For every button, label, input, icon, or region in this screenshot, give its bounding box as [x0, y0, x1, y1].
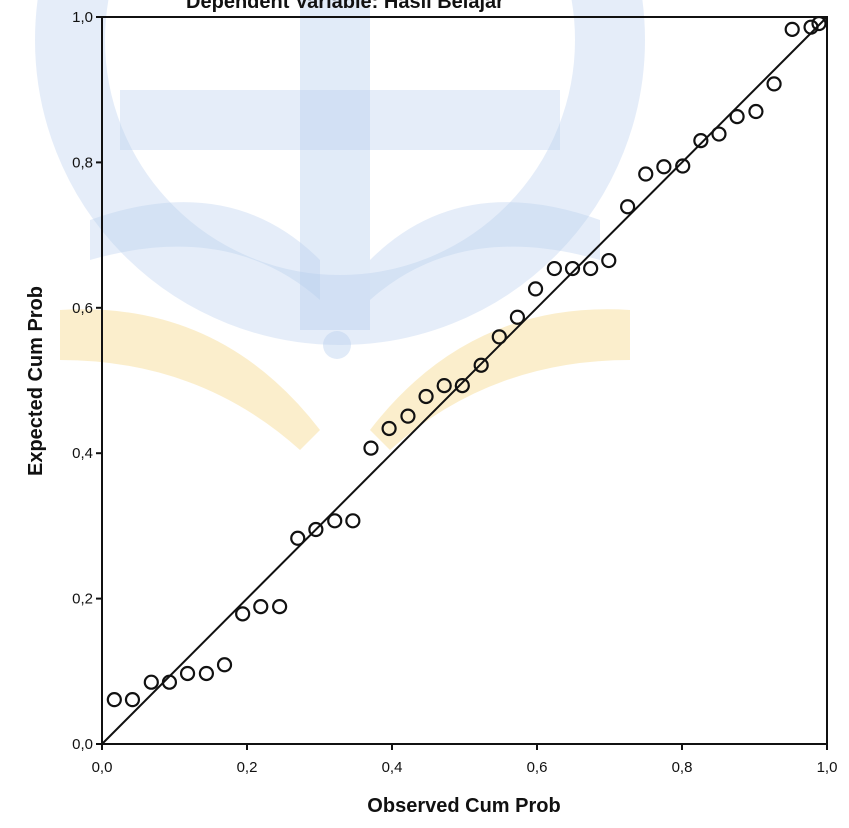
data-point [272, 598, 288, 615]
data-point [381, 420, 397, 437]
data-point [620, 199, 636, 215]
x-axis: 0,0 0,2 0,4 0,6 0,8 1,0 [92, 744, 838, 776]
data-point [216, 657, 233, 673]
data-point [784, 21, 800, 37]
plot-frame [101, 16, 828, 745]
data-point [811, 15, 827, 32]
x-tick-label: 0,2 [237, 759, 258, 776]
data-point [711, 126, 727, 142]
data-point [803, 19, 819, 35]
y-tick-label: 0,8 [72, 154, 93, 171]
data-point [363, 440, 379, 456]
data-point [436, 377, 452, 394]
x-tick-label: 0,8 [672, 759, 693, 776]
data-point [766, 76, 782, 92]
data-point [675, 158, 691, 174]
data-point [693, 132, 709, 149]
data-point [161, 674, 178, 690]
data-point [198, 665, 214, 682]
data-point [638, 166, 654, 182]
data-point [235, 606, 251, 622]
x-tick-label: 0,6 [527, 759, 548, 776]
data-point [527, 281, 544, 297]
y-tick-label: 0,4 [72, 445, 93, 462]
x-axis-title: Observed Cum Prob [367, 795, 560, 817]
y-tick-label: 0,2 [72, 591, 93, 608]
data-point [509, 309, 526, 325]
data-points [106, 15, 827, 708]
data-point [345, 513, 361, 529]
data-point [748, 103, 764, 120]
watermark-logo [35, 0, 645, 450]
x-tick-label: 0,0 [92, 759, 113, 776]
data-point [253, 598, 269, 615]
data-point [491, 329, 507, 345]
data-point [583, 260, 599, 277]
data-point [179, 665, 196, 682]
y-tick-label: 0,0 [72, 736, 93, 753]
y-tick-label: 0,6 [72, 300, 93, 317]
data-point [308, 521, 324, 538]
data-point [327, 513, 343, 529]
y-axis: 0,0 0,2 0,4 0,6 0,8 1,0 [72, 9, 102, 753]
data-point [124, 692, 141, 708]
data-point [454, 377, 470, 394]
data-point [106, 692, 122, 708]
y-axis-title: Expected Cum Prob [25, 286, 47, 476]
y-tick-label: 1,0 [72, 9, 93, 26]
data-point [418, 388, 434, 405]
x-tick-label: 1,0 [817, 759, 838, 776]
data-point [473, 357, 489, 373]
data-point [656, 159, 672, 175]
data-point [564, 260, 581, 277]
data-point [143, 674, 159, 690]
x-tick-label: 0,4 [382, 759, 403, 776]
data-point [729, 108, 745, 125]
data-point [290, 530, 306, 546]
chart-title: Dependent Variable: Hasil Belajar [186, 0, 504, 13]
data-point [400, 408, 416, 424]
data-point [546, 260, 563, 277]
data-point [601, 252, 617, 269]
